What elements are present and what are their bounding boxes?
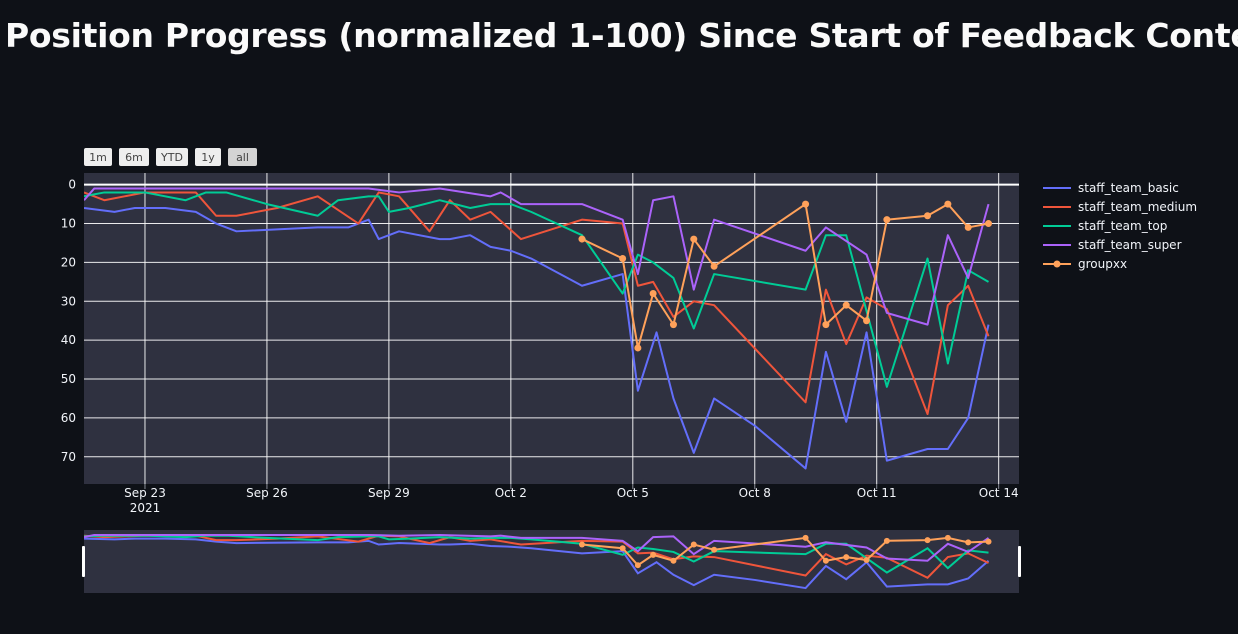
data-point-groupxx[interactable] — [690, 235, 698, 243]
rangeslider-point-groupxx — [578, 541, 585, 548]
rangeslider-point-groupxx — [883, 537, 890, 544]
data-point-groupxx[interactable] — [985, 220, 993, 228]
rangeslider-point-groupxx — [711, 546, 718, 553]
rangeslider-point-groupxx — [690, 541, 697, 548]
data-point-groupxx[interactable] — [924, 212, 932, 220]
range-button-bg[interactable] — [119, 148, 149, 166]
y-tick-label: 50 — [61, 372, 76, 386]
legend-item-staff_team_basic[interactable]: staff_team_basic — [1043, 181, 1179, 195]
rangeslider-point-groupxx — [619, 545, 626, 552]
range-button-1m[interactable]: 1m — [84, 148, 112, 166]
data-point-groupxx[interactable] — [964, 223, 972, 231]
legend-item-staff_team_top[interactable]: staff_team_top — [1043, 219, 1167, 233]
plot-area — [84, 173, 1019, 484]
legend-item-groupxx[interactable]: groupxx — [1043, 257, 1127, 271]
y-tick-label: 30 — [61, 294, 76, 308]
range-button-label[interactable]: YTD — [160, 151, 183, 164]
x-tick-label: Oct 8 — [739, 486, 771, 500]
legend-item-staff_team_medium[interactable]: staff_team_medium — [1043, 200, 1197, 214]
rangeslider-point-groupxx — [802, 534, 809, 541]
rangeslider-line-groupxx — [581, 536, 989, 567]
y-tick-label: 40 — [61, 333, 76, 347]
x-tick-label: Oct 14 — [979, 486, 1019, 500]
rangeslider-handle-left[interactable] — [82, 546, 85, 577]
legend-label: staff_team_medium — [1078, 200, 1197, 214]
data-point-groupxx[interactable] — [944, 200, 952, 208]
data-point-groupxx[interactable] — [842, 301, 850, 309]
rangeslider-point-groupxx — [944, 534, 951, 541]
y-tick-label: 10 — [61, 217, 76, 231]
data-point-groupxx[interactable] — [822, 321, 830, 329]
x-tick-label: Sep 23 — [124, 486, 166, 500]
rangeslider-point-groupxx — [965, 539, 972, 546]
rangeslider-line-staff_team_basic — [84, 537, 990, 590]
range-button-label[interactable]: 1y — [201, 151, 215, 164]
rangeslider-point-groupxx — [670, 557, 677, 564]
series-line-staff_team_top[interactable] — [84, 191, 990, 388]
range-button-bg[interactable] — [195, 148, 221, 166]
x-tick-label: Oct 5 — [617, 486, 649, 500]
rangeslider-line-staff_team_super — [84, 533, 990, 562]
series-line-staff_team_medium[interactable] — [84, 191, 990, 416]
rangeslider-point-groupxx — [924, 537, 931, 544]
x-tick-label: Oct 11 — [857, 486, 897, 500]
y-tick-label: 0 — [68, 178, 76, 192]
range-button-label[interactable]: 1m — [89, 151, 107, 164]
rangeslider-series — [84, 533, 992, 590]
rangeslider-point-groupxx — [863, 557, 870, 564]
range-button-all[interactable]: all — [228, 148, 257, 166]
data-point-groupxx[interactable] — [863, 317, 871, 325]
page-title: Position Progress (normalized 1-100) Sin… — [5, 16, 1238, 55]
data-point-groupxx[interactable] — [669, 321, 677, 329]
range-button-bg[interactable] — [84, 148, 112, 166]
data-point-groupxx[interactable] — [649, 290, 657, 298]
legend-item-staff_team_super[interactable]: staff_team_super — [1043, 238, 1182, 252]
legend-marker — [1053, 260, 1061, 268]
legend-label: staff_team_super — [1078, 238, 1182, 252]
range-button-1y[interactable]: 1y — [195, 148, 221, 166]
rangeslider-handle-right[interactable] — [1018, 546, 1021, 577]
legend-label: staff_team_top — [1078, 219, 1167, 233]
rangeslider-point-groupxx — [985, 538, 992, 545]
series-layer — [84, 187, 993, 470]
range-button-bg[interactable] — [156, 148, 188, 166]
x-tick-sublabel: 2021 — [130, 501, 161, 515]
data-point-groupxx[interactable] — [883, 216, 891, 224]
rangeslider-point-groupxx — [634, 562, 641, 569]
x-tick-label: Sep 26 — [246, 486, 288, 500]
range-button-bg[interactable] — [228, 148, 257, 166]
y-tick-label: 60 — [61, 411, 76, 425]
legend-label: groupxx — [1078, 257, 1127, 271]
gridlines — [84, 173, 1019, 484]
range-button-label[interactable]: all — [236, 151, 249, 164]
y-tick-label: 70 — [61, 450, 76, 464]
rangeslider-point-groupxx — [843, 554, 850, 561]
y-tick-label: 20 — [61, 255, 76, 269]
legend-label: staff_team_basic — [1078, 181, 1179, 195]
series-line-groupxx[interactable] — [581, 203, 989, 349]
data-point-groupxx[interactable] — [802, 200, 810, 208]
data-point-groupxx[interactable] — [634, 344, 642, 352]
range-button-label[interactable]: 6m — [125, 151, 143, 164]
series-line-staff_team_basic[interactable] — [84, 206, 990, 470]
x-tick-label: Oct 2 — [495, 486, 527, 500]
data-point-groupxx[interactable] — [578, 235, 586, 243]
range-button-6m[interactable]: 6m — [119, 148, 149, 166]
rangeslider-point-groupxx — [822, 557, 829, 564]
series-line-staff_team_super[interactable] — [84, 187, 990, 326]
rangeslider-point-groupxx — [650, 551, 657, 558]
range-button-ytd[interactable]: YTD — [156, 148, 188, 166]
x-tick-label: Sep 29 — [368, 486, 410, 500]
data-point-groupxx[interactable] — [619, 255, 627, 263]
data-point-groupxx[interactable] — [710, 262, 718, 270]
